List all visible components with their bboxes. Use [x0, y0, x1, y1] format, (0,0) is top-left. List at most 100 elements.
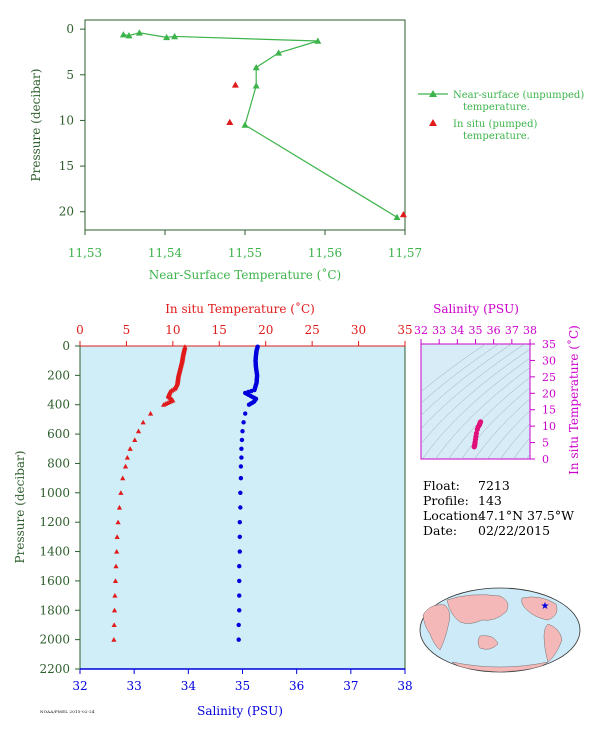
unpumped-temperature-point — [125, 32, 133, 39]
salinity-point — [243, 411, 248, 416]
ts-top-label: Salinity (PSU) — [433, 302, 519, 316]
ts-temperature-tick-label: 10 — [542, 420, 556, 433]
ts-temperature-tick-label: 30 — [542, 354, 556, 367]
legend-label-pumped: In situ (pumped) temperature. — [453, 119, 537, 142]
top-y-label: Pressure (decibar) — [29, 69, 43, 182]
salinity-point — [239, 446, 244, 451]
unpumped-temperature-point — [275, 49, 283, 56]
density-contour — [435, 367, 530, 459]
ts-temperature-tick-label: 0 — [542, 453, 549, 466]
temperature-point — [118, 490, 124, 495]
unpumped-temperature-point — [171, 32, 179, 40]
pressure-tick-label: 200 — [47, 368, 70, 382]
ts-point — [471, 444, 477, 450]
density-contour — [448, 377, 530, 459]
ts-salinity-tick-label: 32 — [414, 324, 428, 337]
salinity-point — [237, 564, 242, 569]
salinity-axis-ticks: 32 33 34 35 36 37 38 — [72, 669, 413, 693]
pressure-tick-label: 2000 — [39, 633, 70, 647]
temperature-point — [112, 592, 118, 598]
temperature-tick-label: 20 — [258, 323, 273, 337]
pressure-tick-label: 600 — [47, 427, 70, 441]
density-contour — [421, 344, 526, 430]
salinity-point — [241, 420, 246, 425]
top-x-tick-label: 11,53 — [68, 246, 102, 260]
salinity-point — [238, 505, 243, 510]
salinity-point — [240, 428, 245, 434]
top-legend: Near-surface (unpumped) temperature. In s… — [418, 90, 584, 142]
temperature-point — [147, 410, 154, 416]
density-contour — [487, 410, 530, 459]
float-value: 7213 — [478, 478, 510, 493]
pressure-tick-label: 0 — [62, 339, 70, 353]
temperature-point — [140, 419, 146, 425]
temperature-point — [120, 475, 126, 481]
top-y-ticks: 0 5 10 15 20 — [59, 22, 85, 219]
credit-line: NOAA/PMEL 2015-02-24 — [40, 709, 95, 714]
temperature-point — [160, 402, 167, 407]
temperature-tick-label: 5 — [123, 323, 131, 337]
ts-salinity-tick-label: 38 — [523, 324, 537, 337]
density-contour — [421, 348, 530, 445]
temperature-point — [111, 622, 117, 628]
location-row: Location:47.1°N 37.5°W — [423, 508, 574, 523]
salinity-point — [238, 475, 244, 481]
salinity-point — [238, 464, 244, 469]
ts-point — [474, 426, 480, 433]
unpumped-temperature-point — [163, 33, 171, 41]
unpumped-temperature-point — [252, 82, 260, 89]
pressure-tick-label: 800 — [47, 456, 70, 470]
temperature-point — [112, 578, 119, 583]
ts-salinity-ticks: 32 33 34 35 36 37 38 — [414, 324, 537, 344]
location-value: 47.1°N 37.5°W — [478, 508, 574, 523]
temperature-point — [111, 607, 118, 613]
salinity-tick-label: 38 — [397, 679, 412, 693]
temperature-tick-label: 35 — [397, 323, 412, 337]
salinity-point — [236, 637, 241, 642]
unpumped-temperature-point — [241, 121, 249, 128]
temperature-point — [124, 454, 130, 460]
salinity-tick-label: 37 — [343, 679, 358, 693]
float-row: Float: 7213 — [423, 478, 574, 493]
salinity-point — [238, 490, 243, 496]
salinity-point — [239, 455, 244, 460]
temperature-point — [127, 446, 133, 451]
temperature-point — [115, 519, 121, 525]
salinity-point — [237, 578, 242, 584]
ts-temperature-tick-label: 20 — [542, 387, 556, 400]
temperature-profile-markers — [111, 344, 188, 642]
temperature-axis-ticks: 0 5 10 15 20 25 30 35 — [76, 323, 413, 346]
float-location-marker: ★ — [541, 601, 550, 612]
temperature-tick-label: 0 — [76, 323, 84, 337]
ts-temperature-tick-label: 35 — [542, 338, 556, 351]
date-label: Date: — [423, 523, 458, 538]
map-continents — [422, 594, 563, 673]
pumped-temperature-point — [231, 81, 239, 88]
ts-diagram: 32 33 34 35 36 37 38 0 5 10 15 20 25 30 35 Salinity (… — [414, 302, 581, 475]
salinity-point — [237, 549, 242, 554]
density-contour — [421, 344, 513, 416]
profile-chart: 0 5 10 15 20 25 30 35 32 33 34 35 36 37 38 0 200 400 600… — [13, 301, 413, 718]
salinity-profile-markers — [236, 344, 260, 642]
density-contours — [421, 344, 530, 459]
pumped-temperature-point — [399, 210, 407, 218]
ts-temperature-tick-label: 15 — [542, 404, 556, 417]
pressure-axis-ticks: 0 200 400 600 800 1000 1200 1400 1600 1800 2000 220… — [39, 339, 80, 676]
temperature-tick-label: 15 — [212, 323, 227, 337]
salinity-point — [239, 437, 245, 443]
ts-salinity-tick-label: 36 — [487, 324, 501, 337]
ts-temperature-tick-label: 5 — [542, 437, 549, 450]
unpumped-temperature-point — [135, 29, 143, 36]
ts-salinity-tick-label: 37 — [505, 324, 519, 337]
profile-value: 143 — [478, 493, 502, 508]
top-x-label: Near-Surface Temperature (˚C) — [149, 267, 341, 282]
top-x-tick-label: 11,55 — [228, 246, 262, 260]
top-x-tick-label: 11,57 — [388, 246, 422, 260]
near-surface-temperature-line — [123, 32, 398, 218]
float-info: Float: 7213 Profile: 143 Location:47.1°N 3… — [423, 478, 574, 538]
pressure-tick-label: 1000 — [39, 486, 70, 500]
temperature-point — [114, 534, 120, 539]
temperature-point — [116, 504, 123, 510]
in-situ-temperature-markers — [226, 81, 407, 218]
salinity-point — [246, 402, 252, 407]
